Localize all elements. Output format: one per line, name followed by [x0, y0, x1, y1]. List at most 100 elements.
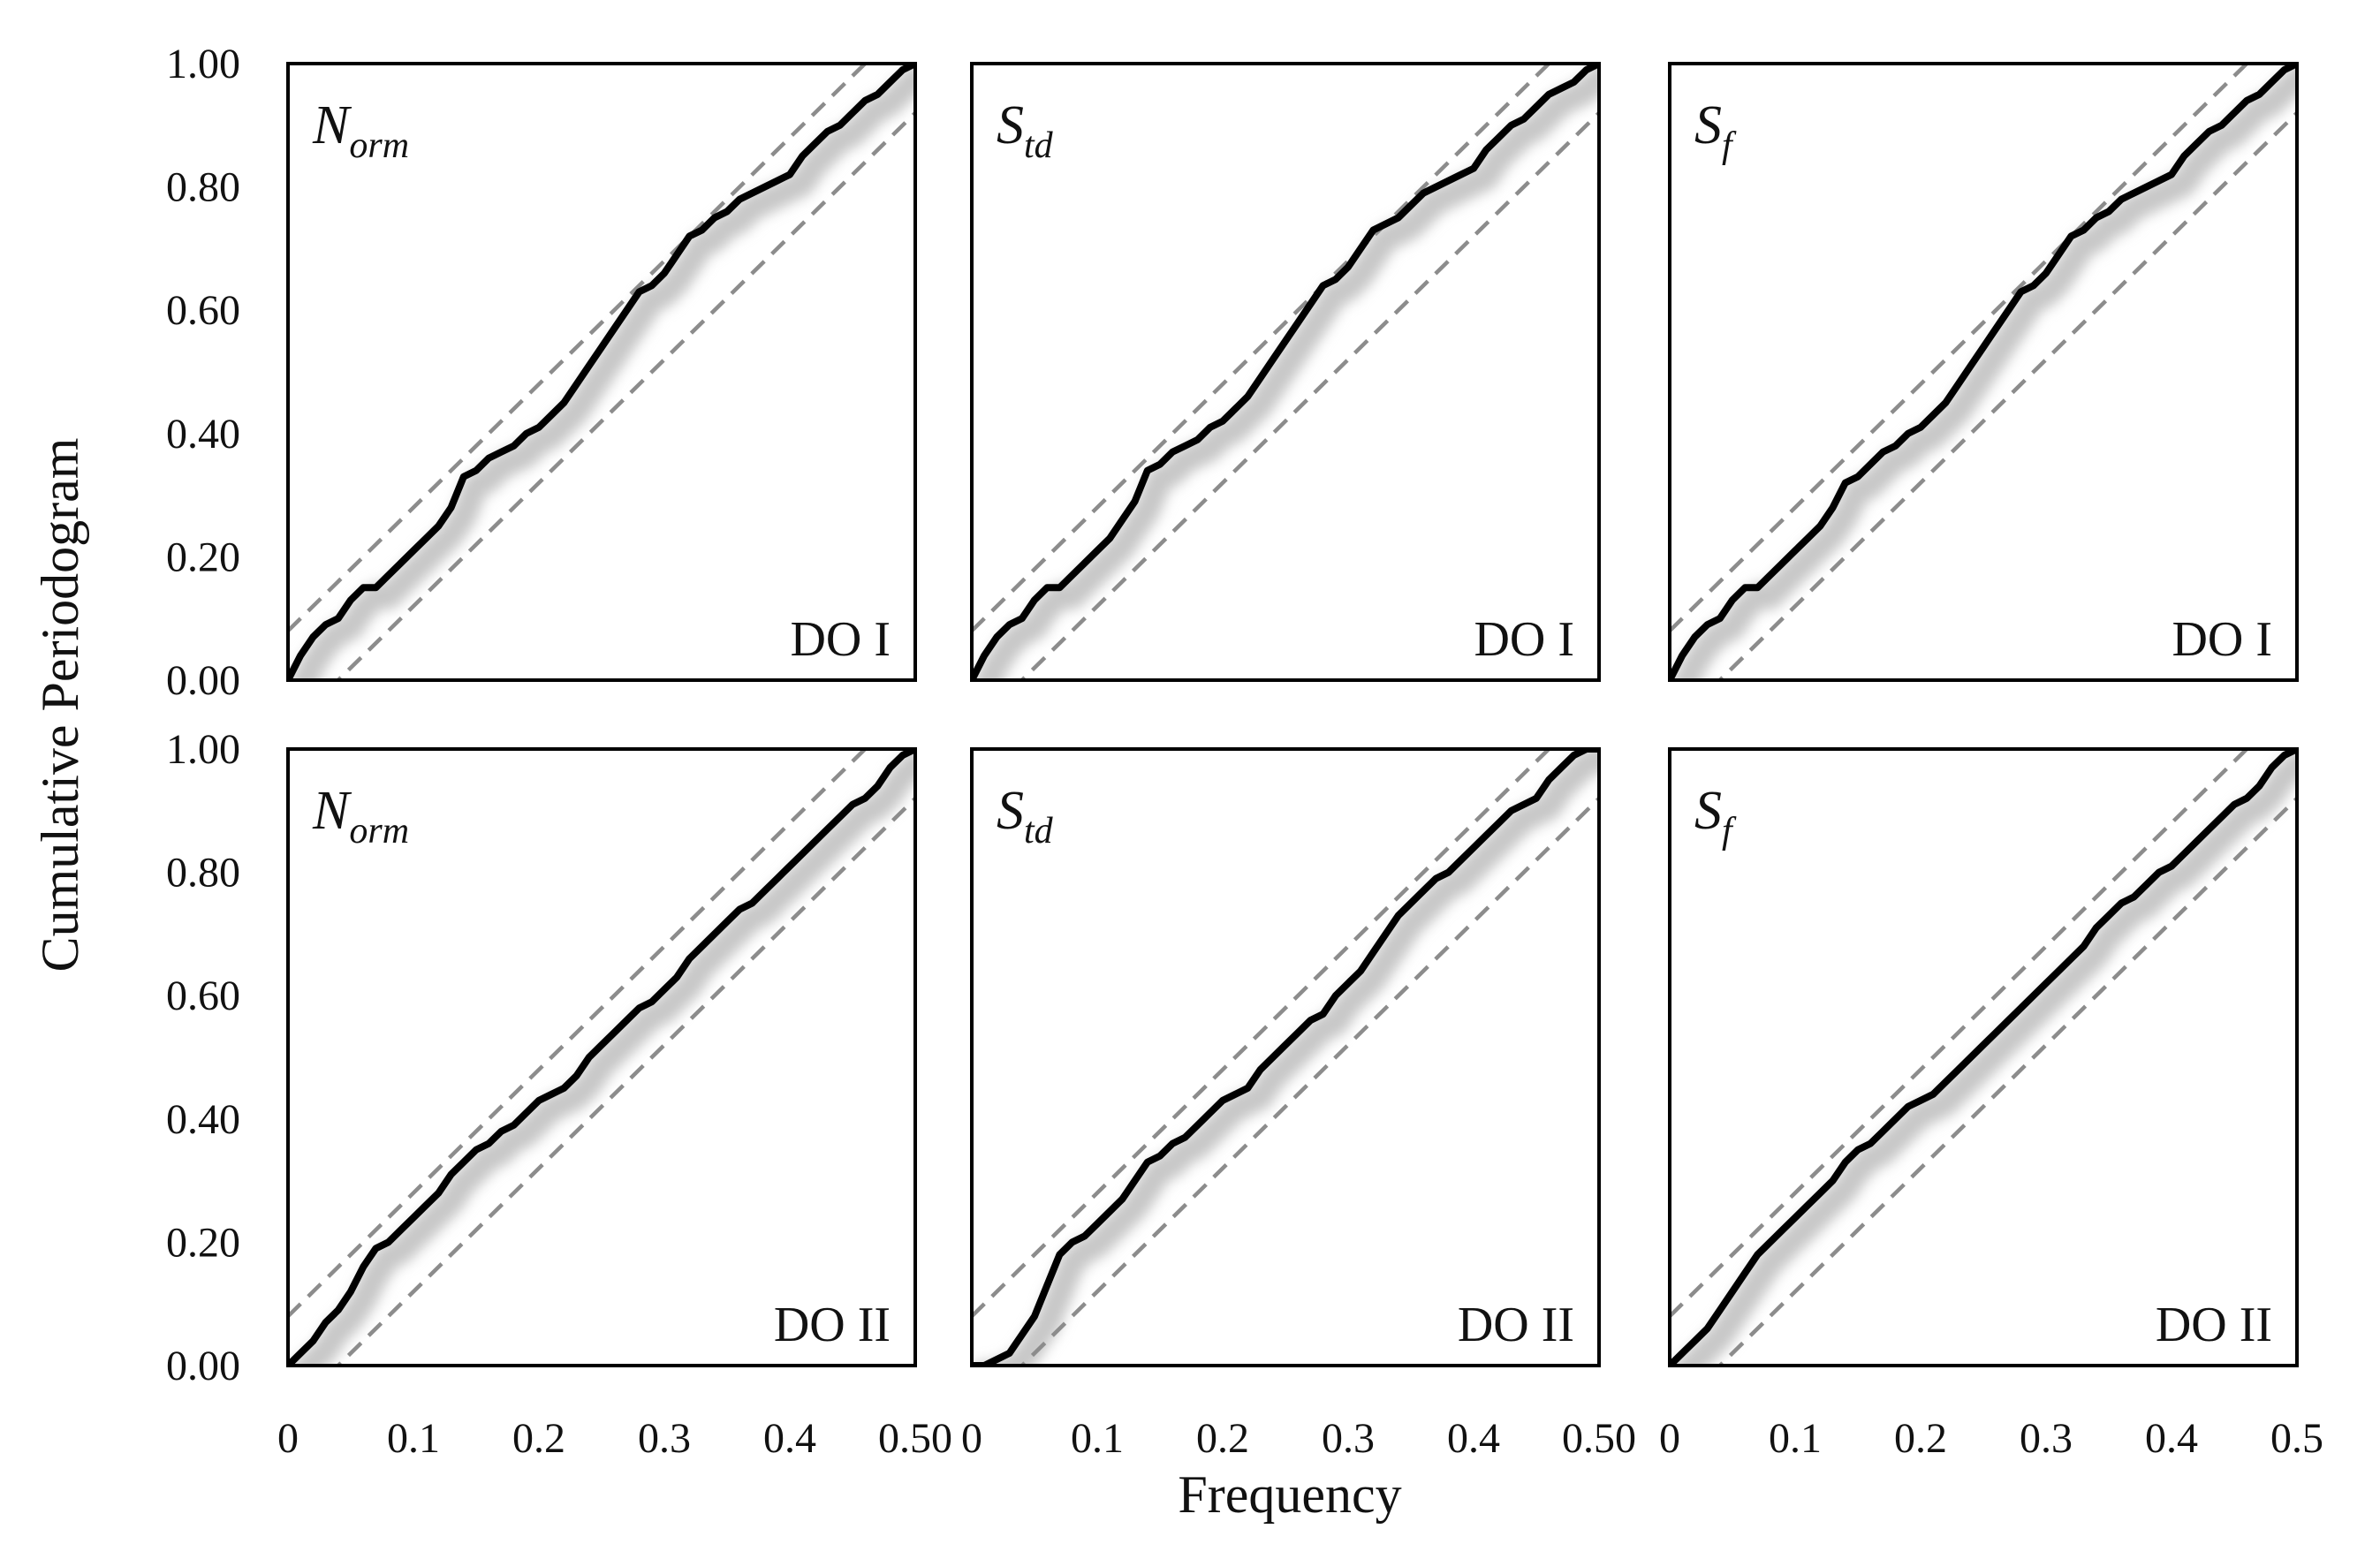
panel-label-sub: f	[1722, 811, 1737, 851]
periodogram-shadow	[1671, 64, 2297, 680]
panel-label: Sf	[1694, 781, 1737, 851]
panel-label-sub: orm	[349, 811, 409, 851]
x-tick-label: 0.1	[1071, 1415, 1124, 1462]
y-tick-label: 0.40	[166, 1096, 240, 1143]
x-tick-label: 0.50	[878, 1415, 952, 1462]
x-tick-label: 0.4	[1447, 1415, 1500, 1462]
panel-frame	[1668, 62, 2299, 682]
lower-bound-line	[335, 111, 915, 680]
upper-bound-line	[972, 64, 1552, 632]
panel-3: Sf DO I	[1668, 62, 2299, 682]
periodogram-shadow	[974, 749, 1599, 1366]
panel-plot-area	[972, 64, 1599, 680]
panel-label: Sf	[1694, 95, 1737, 166]
y-tick-label: 1.00	[166, 41, 240, 87]
periodogram-shadow	[974, 64, 1599, 680]
panel-4: Norm DO II	[286, 747, 917, 1367]
panel-label-main: S	[997, 781, 1024, 841]
cumulative-periodogram-line	[1670, 64, 2297, 680]
periodogram-shadow	[1671, 749, 2297, 1366]
panel-1: Norm DO I	[286, 62, 917, 682]
lower-bound-line	[335, 797, 915, 1366]
lower-bound-line	[1717, 111, 2297, 680]
lower-bound-line	[1019, 111, 1599, 680]
y-tick-label: 0.20	[166, 534, 240, 580]
x-tick-labels: 0 0.1 0.2 0.3 0.4 0.50 0 0.1 0.2 0.3 0.4 0.50 0 0.1 0.…	[277, 1415, 2323, 1462]
y-axis-title: Cumulative Periodogram	[31, 438, 89, 973]
panel-frame	[286, 747, 917, 1367]
panel-label: Norm	[312, 781, 409, 851]
group-label: DO II	[2156, 1298, 2272, 1352]
panel-plot-area	[972, 749, 1599, 1366]
panel-label-main: N	[312, 781, 352, 841]
panels-group: Norm DO I Std DO I Sf DO I Norm DO II Std DO II Sf…	[286, 62, 2299, 1367]
upper-bound-line	[1670, 749, 2250, 1318]
y-tick-label: 0.40	[166, 411, 240, 458]
panel-plot-area	[1670, 749, 2297, 1366]
y-tick-label: 0.60	[166, 973, 240, 1019]
panel-label-sub: td	[1024, 125, 1054, 166]
panel-label-main: N	[312, 95, 352, 155]
y-tick-label: 0.00	[166, 1343, 240, 1389]
lower-bound-line	[1019, 797, 1599, 1366]
x-tick-label: 0.2	[1894, 1415, 1947, 1462]
x-tick-label: 0	[961, 1415, 982, 1462]
panel-5: Std DO II	[970, 747, 1601, 1367]
panel-frame	[1668, 747, 2299, 1367]
cumulative-periodogram-line	[288, 749, 915, 1366]
group-label: DO I	[1474, 612, 1574, 667]
x-tick-label: 0.2	[512, 1415, 565, 1462]
panel-label-main: S	[1694, 781, 1722, 841]
panel-label: Norm	[312, 95, 409, 166]
cumulative-periodogram-line	[972, 64, 1599, 680]
x-tick-label: 0.3	[638, 1415, 691, 1462]
group-label: DO I	[2172, 612, 2272, 667]
panel-plot-area	[1670, 64, 2297, 680]
x-axis-title: Frequency	[1178, 1465, 1401, 1524]
panel-label-sub: f	[1722, 125, 1737, 166]
group-label: DO I	[790, 612, 891, 667]
x-tick-label: 0.1	[1769, 1415, 1822, 1462]
panel-frame	[970, 62, 1601, 682]
panel-frame	[286, 62, 917, 682]
upper-bound-line	[1670, 64, 2250, 632]
panel-label-sub: orm	[349, 125, 409, 166]
x-tick-label: 0.3	[1322, 1415, 1375, 1462]
x-tick-label: 0.4	[763, 1415, 816, 1462]
x-tick-label: 0.5	[2270, 1415, 2323, 1462]
y-tick-label: 0.00	[166, 657, 240, 704]
panel-label-main: S	[1694, 95, 1722, 155]
y-tick-label: 0.60	[166, 287, 240, 334]
panel-2: Std DO I	[970, 62, 1601, 682]
y-tick-label: 0.20	[166, 1219, 240, 1266]
x-tick-label: 0.1	[387, 1415, 440, 1462]
cumulative-periodogram-line	[1670, 749, 2297, 1366]
panel-label: Std	[997, 95, 1054, 166]
panel-label-main: S	[997, 95, 1024, 155]
cumulative-periodogram-line	[288, 64, 915, 680]
x-tick-label: 0	[1659, 1415, 1680, 1462]
y-tick-labels: 0.00 0.20 0.40 0.60 0.80 1.00 0.00 0.20 0.40 0.60…	[166, 41, 240, 1389]
panel-label-sub: td	[1024, 811, 1054, 851]
panel-plot-area	[288, 749, 915, 1366]
y-tick-label: 1.00	[166, 726, 240, 773]
upper-bound-line	[288, 64, 868, 632]
y-tick-label: 0.80	[166, 164, 240, 211]
x-tick-label: 0	[277, 1415, 299, 1462]
x-tick-label: 0.4	[2145, 1415, 2198, 1462]
y-tick-label: 0.80	[166, 850, 240, 897]
periodogram-shadow	[290, 749, 915, 1366]
group-label: DO II	[1458, 1298, 1574, 1352]
panel-plot-area	[288, 64, 915, 680]
panel-label: Std	[997, 781, 1054, 851]
upper-bound-line	[288, 749, 868, 1318]
group-label: DO II	[774, 1298, 891, 1352]
x-tick-label: 0.50	[1562, 1415, 1636, 1462]
upper-bound-line	[972, 749, 1552, 1318]
periodogram-shadow	[290, 64, 915, 680]
x-tick-label: 0.2	[1196, 1415, 1249, 1462]
lower-bound-line	[1717, 797, 2297, 1366]
x-tick-label: 0.3	[2020, 1415, 2073, 1462]
panel-frame	[970, 747, 1601, 1367]
